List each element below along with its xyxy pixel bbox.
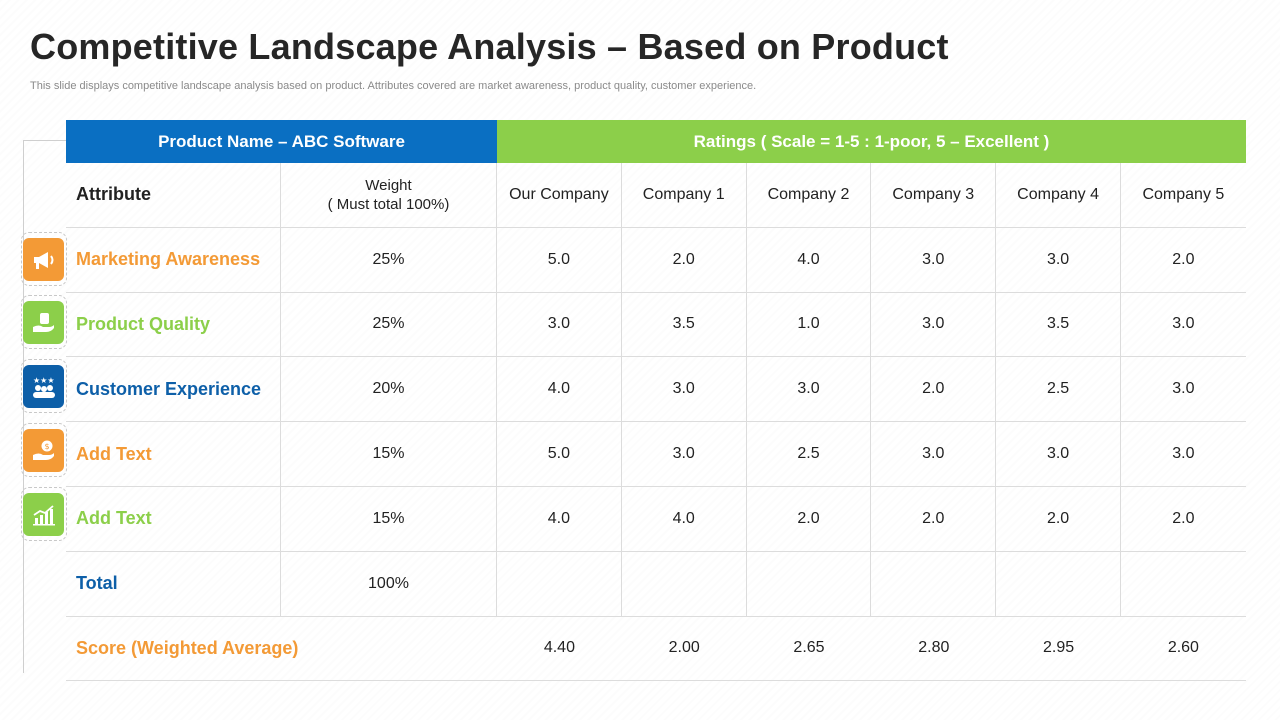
product-name-header: Product Name – ABC Software: [66, 120, 497, 163]
weight-cell: 15%: [281, 486, 497, 551]
score-row: Score (Weighted Average) 4.40 2.00 2.65 …: [66, 617, 1246, 682]
rating-cell: 1.0: [747, 292, 872, 357]
rating-cell: 2.5: [996, 357, 1121, 422]
total-weight-cell: 100%: [281, 551, 497, 616]
rating-cell: 3.0: [996, 227, 1121, 292]
page-title: Competitive Landscape Analysis – Based o…: [30, 26, 949, 67]
hand-bag-icon: [23, 301, 64, 344]
company-column-header: Company 4: [996, 163, 1121, 227]
rating-cell: 3.0: [497, 292, 622, 357]
rating-cell: 3.0: [871, 422, 997, 486]
score-cell: 2.60: [1167, 639, 1199, 657]
column-header-row: Attribute Weight ( Must total 100%) Our …: [66, 163, 1246, 228]
rating-cell: 3.0: [871, 292, 997, 357]
company-column-header: Company 2: [747, 163, 872, 227]
comparison-table: Attribute Weight ( Must total 100%) Our …: [66, 163, 1246, 682]
rating-cell: 3.5: [622, 292, 747, 357]
empty-cell: [871, 551, 997, 616]
growth-chart-icon: [23, 493, 64, 536]
rating-cell: 4.0: [497, 357, 622, 422]
rating-cell: 3.0: [871, 227, 997, 292]
attribute-name: Customer Experience: [76, 378, 262, 399]
rating-cell: 3.0: [747, 357, 872, 422]
attribute-row: Add Text 15% 5.0 3.0 2.5 3.0 3.0 3.0: [66, 422, 1246, 487]
weight-cell: 25%: [281, 227, 497, 292]
company-column-header: Company 5: [1142, 185, 1225, 203]
rating-cell: 4.0: [622, 486, 747, 551]
add-text-icon-frame: $: [21, 423, 67, 477]
weight-cell: 15%: [281, 422, 497, 486]
customer-icon-frame: ★★★: [21, 359, 67, 413]
rating-cell: 4.0: [747, 227, 872, 292]
rating-cell: 3.0: [996, 422, 1121, 486]
quality-icon-frame: [21, 295, 67, 349]
attribute-name: Marketing Awareness: [76, 249, 261, 270]
score-label: Score (Weighted Average): [76, 637, 299, 658]
hand-coin-icon: $: [23, 429, 64, 472]
company-column-header: Company 3: [871, 163, 997, 227]
svg-text:$: $: [44, 442, 49, 451]
rating-cell: 2.0: [871, 357, 997, 422]
page-subtitle: This slide displays competitive landscap…: [30, 80, 757, 92]
attribute-row: Add Text 15% 4.0 4.0 2.0 2.0 2.0 2.0: [66, 486, 1246, 552]
attribute-row: Marketing Awareness 25% 5.0 2.0 4.0 3.0 …: [66, 227, 1246, 293]
score-cell: 4.40: [543, 639, 575, 657]
rating-cell: 4.0: [497, 486, 622, 551]
weight-column-header: Weight ( Must total 100%): [281, 163, 497, 227]
rating-cell: 3.0: [1172, 445, 1195, 463]
rating-cell: 2.0: [1172, 250, 1195, 268]
rating-cell: 2.0: [622, 227, 747, 292]
weight-cell: 25%: [281, 292, 497, 357]
rating-cell: 2.0: [996, 486, 1121, 551]
attribute-name: Add Text: [76, 443, 152, 464]
attribute-header-label: Attribute: [76, 184, 151, 205]
empty-cell: [497, 551, 622, 616]
rating-cell: 5.0: [497, 227, 622, 292]
rating-cell: 5.0: [497, 422, 622, 486]
weight-cell: 20%: [281, 357, 497, 422]
rating-cell: 3.0: [622, 357, 747, 422]
svg-text:★★★: ★★★: [33, 376, 55, 385]
rating-cell: 3.0: [622, 422, 747, 486]
total-label: Total: [76, 573, 118, 594]
attribute-name: Product Quality: [76, 313, 211, 334]
rating-cell: 3.0: [1172, 380, 1195, 398]
marketing-icon-frame: [21, 232, 67, 286]
customers-stars-icon: ★★★: [23, 365, 64, 408]
score-cell: 2.80: [918, 639, 950, 657]
weight-header-line1: Weight: [365, 176, 412, 194]
empty-cell: [1121, 552, 1246, 616]
attribute-row: Customer Experience 20% 4.0 3.0 3.0 2.0 …: [66, 357, 1246, 423]
attribute-row: Product Quality 25% 3.0 3.5 1.0 3.0 3.5 …: [66, 292, 1246, 358]
rating-cell: 2.0: [871, 486, 997, 551]
weight-header-line2: ( Must total 100%): [327, 195, 450, 213]
attribute-column-header: Attribute: [66, 163, 281, 227]
rating-cell: 2.0: [1172, 509, 1195, 527]
megaphone-icon: [23, 238, 64, 281]
total-row: Total 100%: [66, 551, 1246, 617]
rating-cell: 3.0: [1172, 315, 1195, 333]
rating-cell: 2.0: [747, 486, 872, 551]
empty-cell: [622, 551, 747, 616]
empty-cell: [747, 551, 872, 616]
empty-cell: [996, 551, 1121, 616]
ratings-header: Ratings ( Scale = 1-5 : 1-poor, 5 – Exce…: [497, 120, 1246, 163]
company-column-header: Company 1: [622, 163, 747, 227]
add-text-icon-frame: [21, 487, 67, 541]
score-cell: 2.95: [1043, 639, 1075, 657]
score-cell: 2.65: [793, 639, 825, 657]
rating-cell: 3.5: [996, 292, 1121, 357]
attribute-name: Add Text: [76, 508, 152, 529]
rating-cell: 2.5: [747, 422, 872, 486]
company-column-header: Our Company: [497, 163, 622, 227]
score-cell: 2.00: [668, 639, 700, 657]
